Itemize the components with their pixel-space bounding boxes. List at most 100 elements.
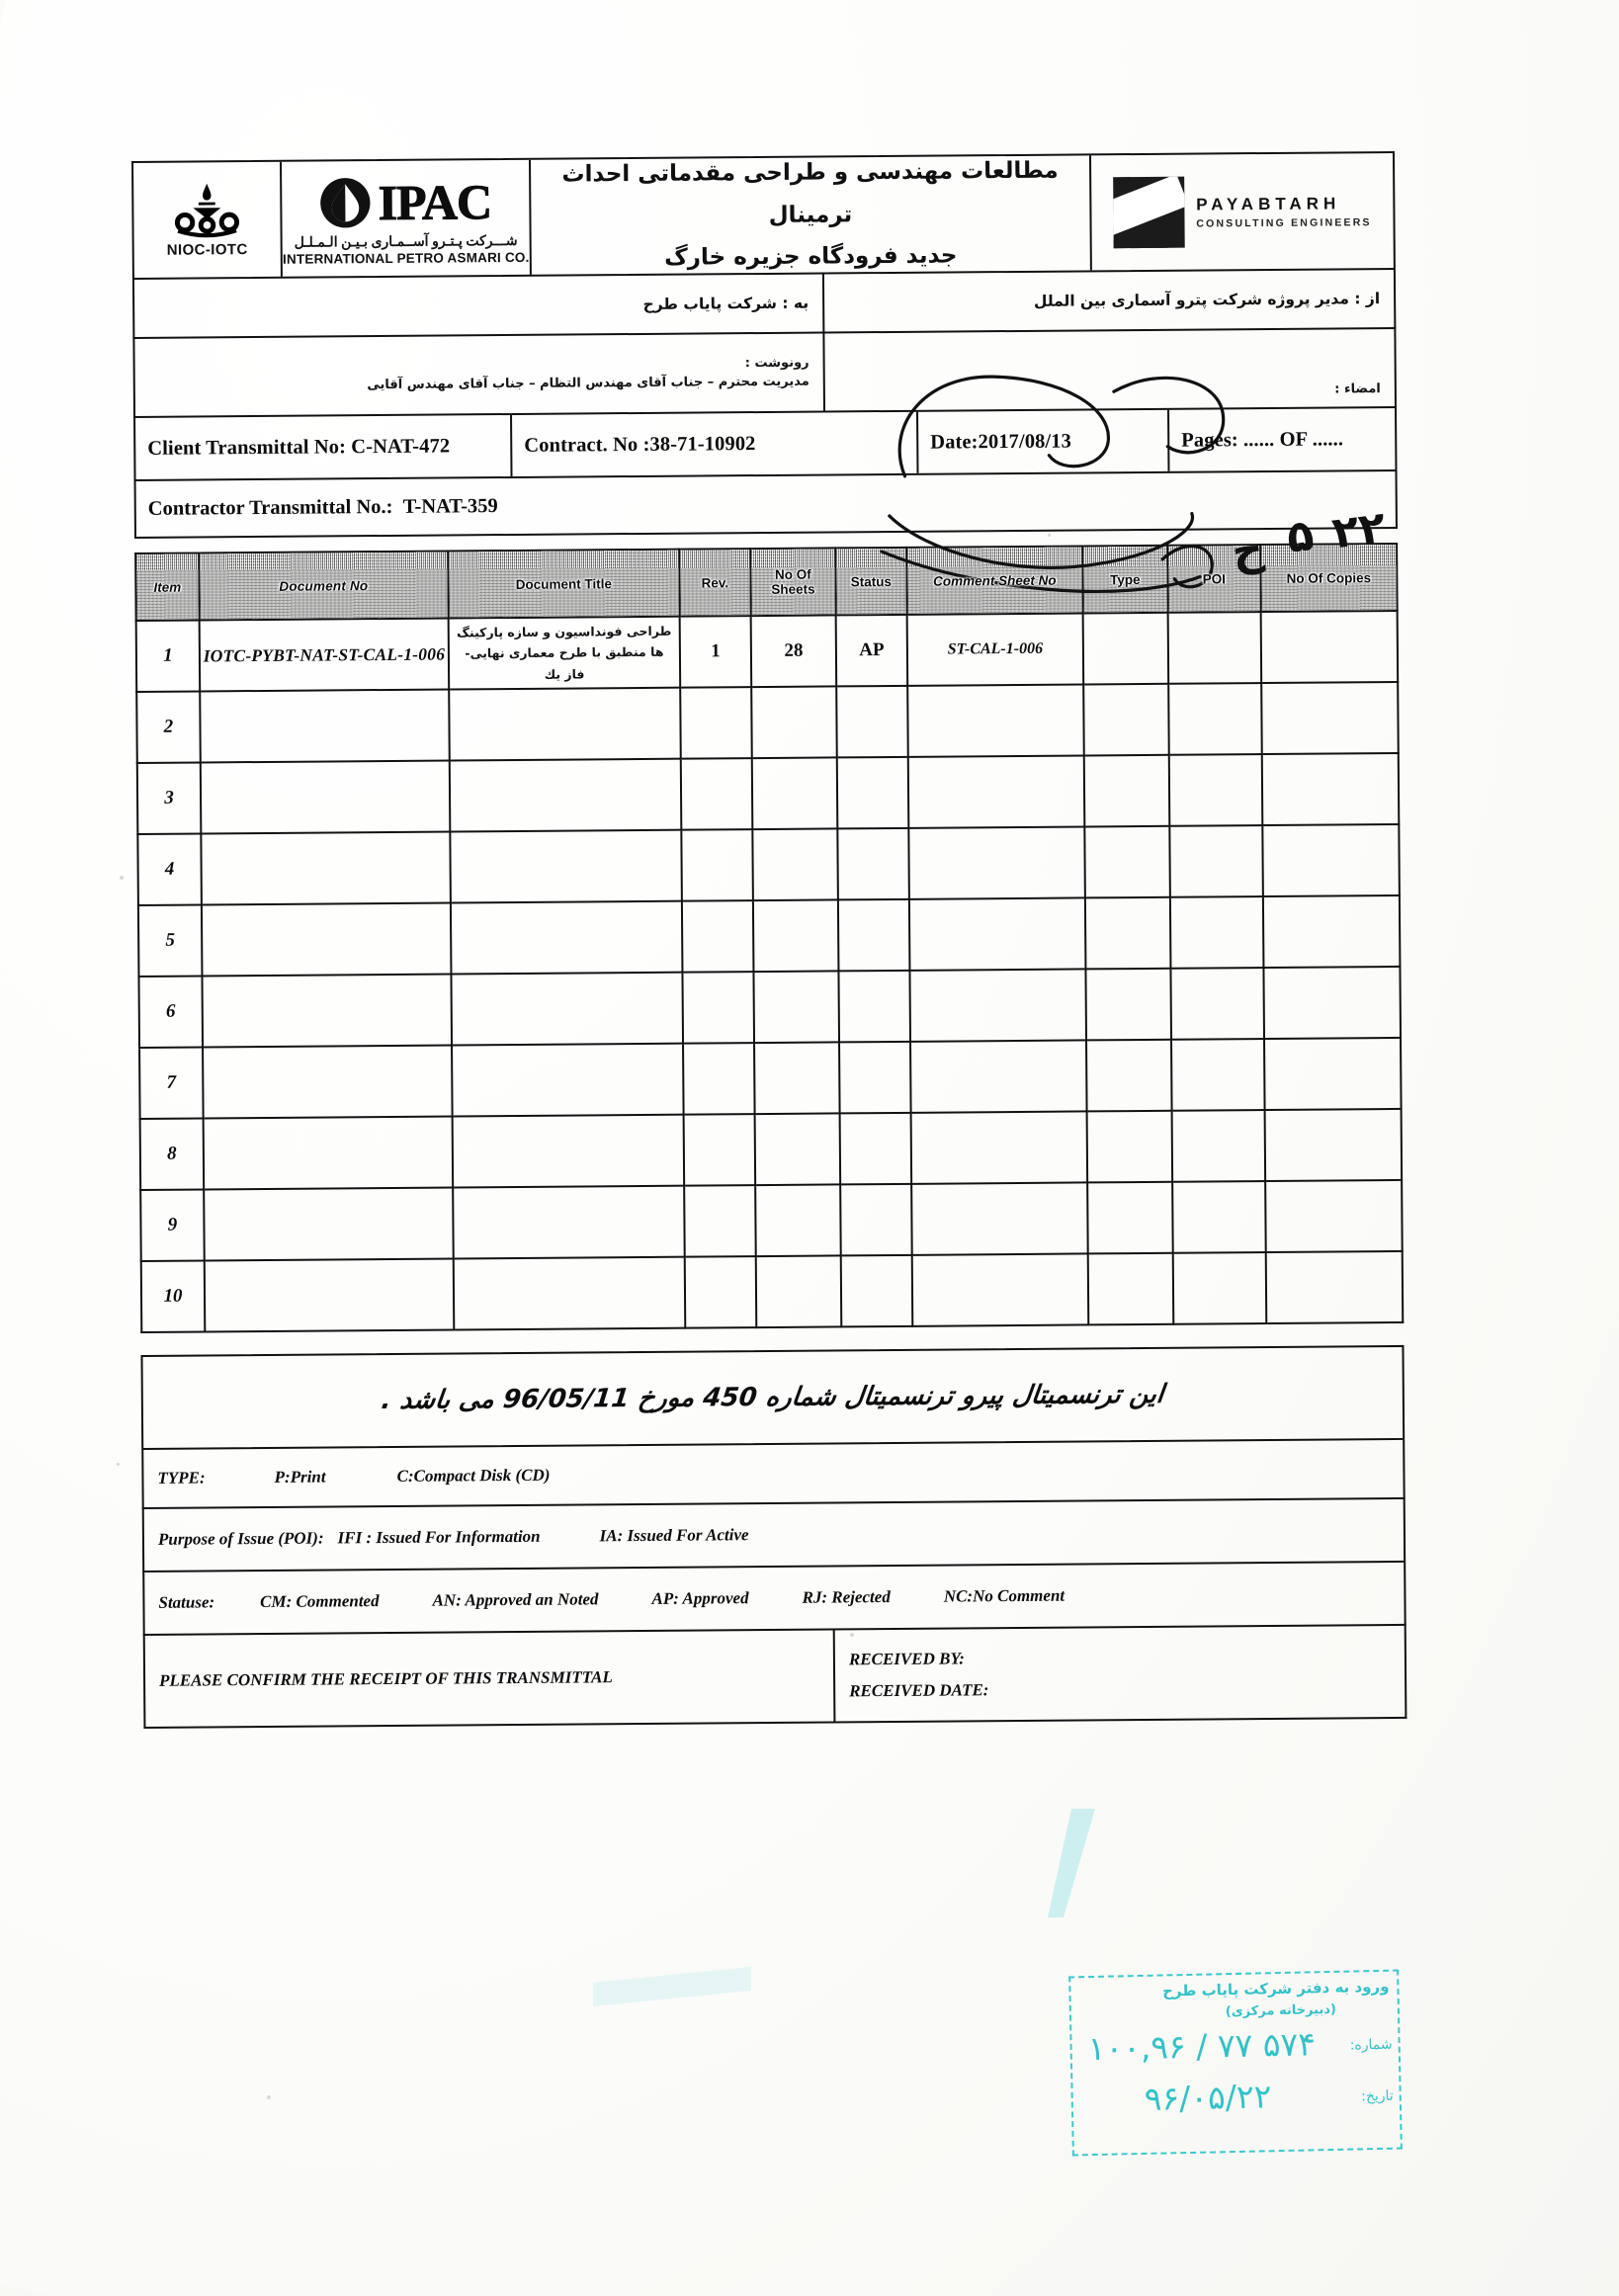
row-type[interactable] (1083, 683, 1169, 756)
row-item[interactable]: 7 (139, 1047, 204, 1119)
row-type[interactable] (1086, 1039, 1172, 1112)
row-no-of-copies[interactable] (1263, 966, 1402, 1040)
row-document-title[interactable] (449, 758, 682, 832)
row-item[interactable]: 1 (135, 620, 201, 692)
row-type[interactable] (1082, 612, 1169, 685)
row-document-title[interactable] (453, 1256, 686, 1330)
row-comment-sheet-no[interactable] (910, 1040, 1087, 1113)
row-item[interactable]: 3 (136, 762, 202, 834)
row-rev[interactable] (680, 687, 752, 759)
row-comment-sheet-no[interactable] (908, 897, 1086, 971)
row-document-title[interactable]: طراحی فونداسیون و سازه پاركینگ ها منطبق … (448, 616, 681, 690)
row-no-of-copies[interactable] (1262, 894, 1401, 969)
row-type[interactable] (1085, 968, 1172, 1041)
row-no-of-sheets[interactable] (754, 1113, 841, 1186)
row-rev[interactable] (683, 1043, 755, 1115)
row-no-of-copies[interactable] (1261, 681, 1399, 755)
row-status[interactable] (840, 1254, 913, 1327)
row-status[interactable] (838, 970, 911, 1043)
row-document-title[interactable] (451, 972, 684, 1046)
row-poi[interactable] (1171, 1039, 1265, 1111)
row-item[interactable]: 4 (137, 833, 202, 905)
row-no-of-copies[interactable] (1261, 752, 1400, 826)
row-status[interactable] (839, 1041, 911, 1114)
row-document-title[interactable] (450, 900, 683, 975)
row-type[interactable] (1083, 754, 1170, 827)
row-document-no[interactable] (203, 1045, 453, 1119)
row-poi[interactable] (1167, 612, 1262, 684)
row-document-title[interactable] (453, 1185, 685, 1259)
row-document-no[interactable] (201, 902, 452, 977)
row-item[interactable]: 10 (140, 1260, 206, 1332)
row-comment-sheet-no[interactable] (909, 969, 1087, 1042)
row-poi[interactable] (1168, 683, 1262, 755)
row-comment-sheet-no[interactable] (907, 684, 1084, 757)
row-document-title[interactable] (450, 829, 682, 903)
row-comment-sheet-no[interactable] (907, 755, 1085, 828)
row-rev[interactable] (681, 900, 754, 973)
row-no-of-sheets[interactable] (755, 1184, 841, 1257)
row-no-of-sheets[interactable] (751, 757, 838, 830)
row-document-no[interactable] (200, 760, 451, 834)
row-status[interactable] (840, 1183, 912, 1256)
row-no-of-sheets[interactable] (754, 1042, 840, 1115)
row-status[interactable] (836, 685, 908, 758)
row-no-of-sheets[interactable] (751, 686, 837, 759)
row-poi[interactable] (1172, 1181, 1266, 1253)
row-comment-sheet-no[interactable] (911, 1253, 1089, 1326)
row-rev[interactable] (684, 1185, 756, 1257)
row-poi[interactable] (1171, 1110, 1266, 1182)
row-no-of-copies[interactable] (1265, 1179, 1403, 1253)
row-document-no[interactable]: IOTC-PYBT-NAT-ST-CAL-1-006 (199, 618, 450, 692)
row-comment-sheet-no[interactable] (908, 826, 1085, 899)
row-rev[interactable] (681, 829, 753, 901)
row-no-of-sheets[interactable] (752, 828, 838, 901)
row-document-title[interactable] (449, 687, 681, 761)
row-no-of-copies[interactable] (1264, 1108, 1403, 1182)
row-poi[interactable] (1169, 896, 1264, 969)
row-document-no[interactable] (202, 974, 453, 1048)
row-no-of-copies[interactable] (1262, 823, 1400, 897)
row-status[interactable] (837, 898, 910, 972)
row-no-of-sheets[interactable] (753, 971, 840, 1044)
row-type[interactable] (1086, 1110, 1173, 1183)
row-document-no[interactable] (204, 1258, 455, 1332)
row-no-of-copies[interactable] (1265, 1250, 1404, 1324)
row-rev[interactable] (682, 972, 755, 1044)
row-status[interactable] (837, 827, 909, 900)
row-document-no[interactable] (204, 1187, 454, 1261)
row-status[interactable] (836, 756, 909, 829)
row-no-of-copies[interactable] (1260, 610, 1399, 684)
row-item[interactable]: 5 (137, 904, 203, 977)
row-status[interactable] (839, 1112, 912, 1185)
row-no-of-copies[interactable] (1264, 1037, 1402, 1111)
row-status[interactable]: AP (835, 614, 908, 687)
row-item[interactable]: 8 (139, 1118, 205, 1190)
row-type[interactable] (1084, 896, 1171, 970)
row-comment-sheet-no[interactable]: ST-CAL-1-006 (906, 613, 1084, 686)
row-document-no[interactable] (201, 831, 451, 905)
row-poi[interactable] (1168, 754, 1263, 826)
row-comment-sheet-no[interactable] (911, 1182, 1088, 1255)
row-type[interactable] (1087, 1252, 1174, 1325)
row-comment-sheet-no[interactable] (910, 1111, 1088, 1184)
row-poi[interactable] (1172, 1252, 1267, 1324)
row-rev[interactable] (680, 758, 753, 830)
row-document-title[interactable] (452, 1114, 685, 1188)
row-document-no[interactable] (200, 689, 450, 763)
row-type[interactable] (1084, 825, 1170, 898)
row-rev[interactable]: 1 (679, 616, 752, 688)
row-rev[interactable] (683, 1114, 756, 1186)
row-document-title[interactable] (452, 1043, 684, 1117)
row-item[interactable]: 2 (136, 691, 201, 763)
row-item[interactable]: 6 (138, 976, 204, 1048)
row-no-of-sheets[interactable] (755, 1255, 842, 1328)
row-poi[interactable] (1170, 968, 1265, 1040)
row-no-of-sheets[interactable]: 28 (750, 615, 837, 688)
row-rev[interactable] (684, 1256, 757, 1328)
row-poi[interactable] (1169, 825, 1263, 897)
row-type[interactable] (1087, 1181, 1173, 1254)
row-item[interactable]: 9 (140, 1189, 205, 1261)
row-no-of-sheets[interactable] (752, 899, 839, 973)
row-document-no[interactable] (203, 1116, 454, 1190)
